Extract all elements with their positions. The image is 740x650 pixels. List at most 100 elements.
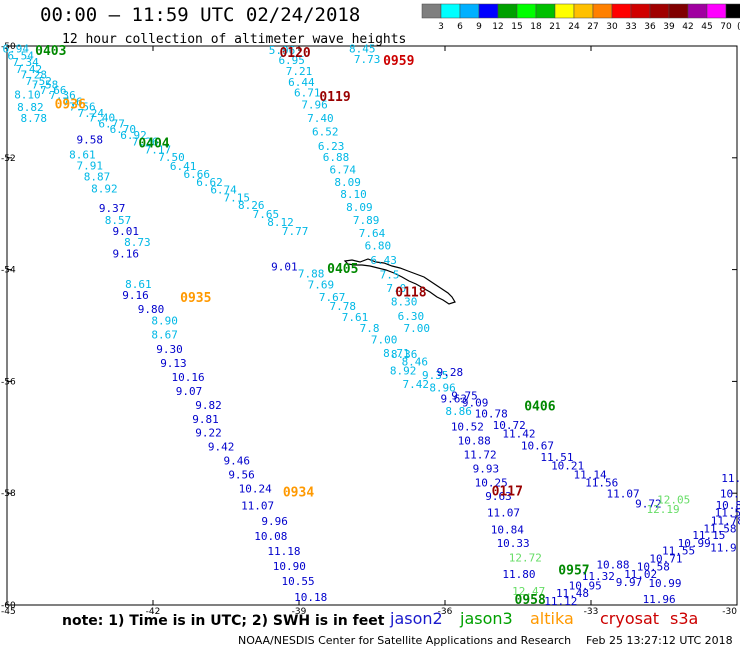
wave-height-point: 11.56 <box>585 476 618 489</box>
wave-height-point: 7.0 <box>386 282 406 295</box>
x-tick-label: -42 <box>146 607 161 617</box>
wave-height-point: 6.66 <box>184 168 211 181</box>
wave-height-point: 7.73 <box>354 53 381 66</box>
wave-height-point: 9.93 <box>473 463 500 476</box>
colorbar-swatch <box>497 3 518 19</box>
wave-height-point: 9.01 <box>112 225 139 238</box>
wave-height-point: 9.72 <box>635 498 662 511</box>
credit-text: NOAA/NESDIS Center for Satellite Applica… <box>238 634 572 647</box>
colorbar-swatch <box>649 3 670 19</box>
wave-height-point: 7.34 <box>12 56 39 69</box>
wave-height-point: 8.36 <box>391 348 418 361</box>
wave-height-point: 6.43 <box>370 254 397 267</box>
wave-height-point: 8.92 <box>91 182 118 195</box>
wave-height-point: 9.80 <box>138 303 165 316</box>
wave-height-point: 8.12 <box>267 216 294 229</box>
wave-height-point: 11.42 <box>502 427 535 440</box>
legend-s3a: s3a <box>670 609 699 628</box>
wave-height-point: 7.36 <box>49 89 76 102</box>
colorbar-swatch <box>478 3 499 19</box>
wave-height-point: 6.94 <box>3 43 30 56</box>
wave-height-point: 11.07 <box>487 507 520 520</box>
wave-height-point: 8.71 <box>383 347 410 360</box>
wave-height-point: 10.88 <box>596 559 629 572</box>
wave-height-point: 11.14 <box>573 469 606 482</box>
wave-height-point: 7.26 <box>132 136 159 149</box>
colorbar-tick-label: 3 <box>438 22 444 32</box>
y-tick-label: -58 <box>1 489 16 499</box>
wave-height-point: 7.61 <box>342 311 369 324</box>
colorbar-swatch <box>421 3 442 19</box>
wave-height-point: 9.16 <box>122 289 149 302</box>
wave-height-point: 8.87 <box>84 171 111 184</box>
wave-height-point: 10.52 <box>451 421 484 434</box>
y-tick-label: -56 <box>1 377 16 387</box>
wave-height-point: 9.28 <box>437 366 464 379</box>
wave-height-point: 11.56 <box>715 507 740 520</box>
wave-height-point: 11.78 <box>711 515 740 528</box>
plot-frame <box>6 45 738 606</box>
x-tick-label: -39 <box>292 607 307 617</box>
wave-height-point: 11.55 <box>662 545 695 558</box>
pass-time-label: 0119 <box>319 90 350 105</box>
wave-height-point: 8.57 <box>105 214 132 227</box>
pass-time-label: 0406 <box>524 399 555 414</box>
wave-height-point: 5.96 <box>269 44 296 57</box>
wave-height-point: 7.42 <box>403 378 430 391</box>
wave-height-point: 11.32 <box>582 570 615 583</box>
colorbar-swatch <box>725 3 740 19</box>
wave-height-point: 8.82 <box>17 101 44 114</box>
wave-height-point: 6.71 <box>294 86 321 99</box>
pass-time-label: 0120 <box>279 46 310 61</box>
wave-height-point: 8.61 <box>69 148 96 161</box>
wave-height-point: 11.07 <box>241 499 274 512</box>
pass-time-label: 0117 <box>492 484 523 499</box>
y-tick-label: -50 <box>1 42 16 52</box>
wave-height-point: 8.10 <box>340 188 367 201</box>
wave-height-point: 6.77 <box>98 118 125 131</box>
wave-height-point: 10.16 <box>171 371 204 384</box>
wave-height-point: 11.80 <box>502 568 535 581</box>
wave-height-point: 12.19 <box>646 503 679 516</box>
x-tick-label: -45 <box>1 607 16 617</box>
wave-height-point: 8.09 <box>334 176 361 189</box>
wave-height-point: 7.88 <box>298 267 325 280</box>
wave-height-point: 11.02 <box>624 568 657 581</box>
legend-altika: altika <box>530 609 574 628</box>
wave-height-point: 9.75 <box>451 389 478 402</box>
wave-height-point: 10.08 <box>254 530 287 543</box>
wave-height-point: 8.45 <box>349 43 376 56</box>
wave-height-point: 8.96 <box>429 381 456 394</box>
colorbar-tick-label: 24 <box>568 22 580 32</box>
wave-height-point: 9.58 <box>76 133 103 146</box>
wave-height-point: 6.80 <box>365 239 392 252</box>
wave-height-point: 9.35 <box>422 369 449 382</box>
wave-height-point: 9.07 <box>176 385 203 398</box>
colorbar-tick-label: 42 <box>682 22 693 32</box>
wave-height-point: 9.81 <box>192 413 219 426</box>
wave-height-point: 6.62 <box>196 176 223 189</box>
wave-height-point: 9.46 <box>223 455 250 468</box>
wave-height-point: 10.71 <box>649 553 682 566</box>
wave-height-point: 6.88 <box>323 151 350 164</box>
wave-height-point: 6.54 <box>7 49 34 62</box>
wave-height-point: 10.99 <box>678 537 711 550</box>
wave-height-point: 8.09 <box>346 201 373 214</box>
colorbar-swatch <box>668 3 689 19</box>
pass-time-label: 0934 <box>283 486 314 501</box>
wave-height-point: 9.56 <box>228 469 255 482</box>
x-tick-label: -30 <box>722 607 737 617</box>
footnote: note: 1) Time is in UTC; 2) SWH is in fe… <box>62 613 385 629</box>
legend-jason3: jason3 <box>460 609 513 628</box>
colorbar-swatch <box>592 3 613 19</box>
wave-height-point: 7.00 <box>404 322 431 335</box>
colorbar-swatch <box>459 3 480 19</box>
colorbar-swatch <box>535 3 556 19</box>
wave-height-point: 6.23 <box>318 140 345 153</box>
wave-height-point: 7.15 <box>223 191 250 204</box>
wave-height-point: 8.78 <box>21 112 48 125</box>
wave-height-point: 7.58 <box>32 78 59 91</box>
wave-height-point: 10.18 <box>294 591 327 604</box>
